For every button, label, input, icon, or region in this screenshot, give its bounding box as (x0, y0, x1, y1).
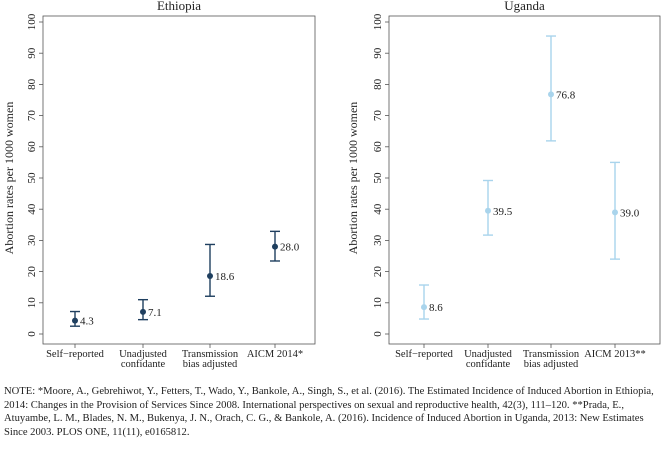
y-tick-label: 0 (26, 331, 38, 337)
y-tick-label: 30 (26, 234, 38, 246)
y-tick-label: 0 (372, 331, 384, 337)
x-tick-label: confidante (466, 359, 511, 370)
data-label: 4.3 (80, 316, 94, 328)
panel-ethiopia: Ethiopia Abortion rates per 1000 women 0 10… (2, 0, 316, 370)
y-tick-label: 40 (372, 203, 384, 215)
data-point (207, 272, 213, 279)
chart-title: Uganda (504, 0, 545, 13)
y-tick-label: 10 (26, 297, 38, 309)
source-note: NOTE: *Moore, A., Gebrehiwot, Y., Fetter… (4, 386, 654, 438)
y-tick-label: 90 (372, 47, 384, 59)
y-tick-label: 70 (372, 110, 384, 122)
y-tick-label: 30 (372, 234, 384, 246)
chart-title: Ethiopia (157, 0, 201, 13)
data-label: 76.8 (556, 89, 576, 101)
data-point (421, 304, 427, 311)
x-tick-label: AICM 2014* (247, 349, 303, 360)
data-point (72, 317, 78, 324)
data-label: 7.1 (148, 307, 162, 319)
y-tick-label: 20 (26, 266, 38, 278)
data-point (140, 308, 146, 315)
data-label: 8.6 (429, 302, 443, 314)
y-axis-label: Abortion rates per 1000 women (346, 102, 360, 255)
data-point (485, 207, 491, 214)
y-tick-label: 80 (26, 78, 38, 90)
panel-uganda: Uganda Abortion rates per 1000 women 0 10 20… (346, 0, 661, 370)
data-point (272, 243, 278, 250)
x-tick-label: Transmission (182, 349, 239, 360)
y-tick-label: 60 (372, 141, 384, 153)
data-label: 28.0 (280, 242, 300, 254)
plot-frame (42, 15, 316, 345)
x-tick-label: bias adjusted (183, 359, 238, 370)
data-label: 39.0 (620, 207, 640, 219)
data-point (612, 209, 618, 216)
x-tick-label: Transmission (523, 349, 580, 360)
y-axis-label: Abortion rates per 1000 women (2, 102, 16, 255)
data-label: 39.5 (493, 206, 513, 218)
x-tick-label: confidante (121, 359, 166, 370)
data-label: 18.6 (215, 271, 235, 283)
y-tick-label: 20 (372, 266, 384, 278)
y-tick-label: 80 (372, 78, 384, 90)
figure: Ethiopia Abortion rates per 1000 women 0 10… (2, 0, 661, 370)
x-tick-label: Self−reported (46, 349, 105, 360)
y-tick-label: 70 (26, 110, 38, 122)
y-tick-label: 10 (372, 297, 384, 309)
x-tick-label: Unadjusted (464, 349, 513, 360)
y-tick-label: 40 (26, 203, 38, 215)
y-tick-label: 50 (372, 172, 384, 184)
x-tick-label: AICM 2013** (584, 349, 646, 360)
x-tick-label: Self−reported (395, 349, 454, 360)
x-tick-label: bias adjusted (524, 359, 579, 370)
y-tick-label: 100 (372, 13, 384, 30)
y-tick-label: 90 (26, 47, 38, 59)
x-tick-label: Unadjusted (119, 349, 168, 360)
y-tick-label: 100 (26, 13, 38, 30)
y-tick-label: 60 (26, 141, 38, 153)
plot-frame (388, 15, 661, 345)
data-point (548, 91, 554, 98)
y-tick-label: 50 (26, 172, 38, 184)
